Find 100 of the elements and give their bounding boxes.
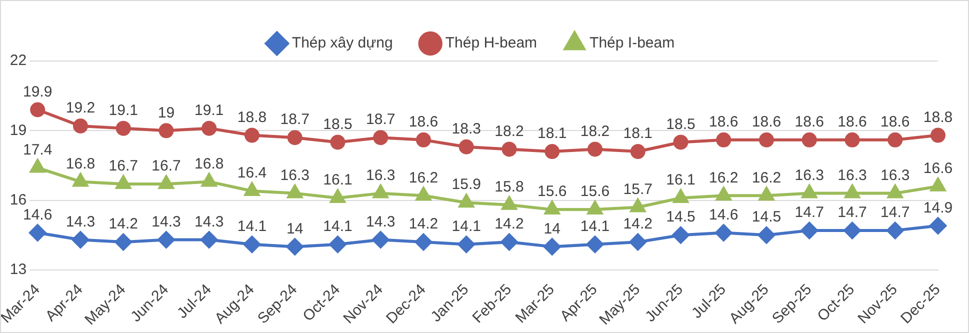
data-label: 16.8 <box>66 155 96 172</box>
data-label: 16.1 <box>323 172 352 189</box>
data-label: 14.6 <box>22 206 52 224</box>
data-label: 18.6 <box>709 114 738 131</box>
data-label: 19.1 <box>194 102 224 119</box>
point <box>372 231 390 248</box>
data-label: 14.3 <box>152 213 181 230</box>
point <box>544 144 560 160</box>
data-label: 18.6 <box>408 114 438 131</box>
point <box>802 184 817 198</box>
data-label: 14.1 <box>323 218 352 236</box>
point <box>502 142 517 157</box>
data-label: 16.7 <box>108 158 138 175</box>
y-tick-label: 16 <box>10 191 27 208</box>
point <box>500 234 518 251</box>
data-label: 17.4 <box>22 141 52 158</box>
point <box>930 178 946 192</box>
data-label: 16.8 <box>194 155 224 172</box>
point <box>586 236 604 253</box>
data-label: 14.3 <box>366 213 396 230</box>
data-label: 18.1 <box>623 125 652 142</box>
point <box>587 142 602 157</box>
point <box>158 176 174 190</box>
data-label: 14.7 <box>794 204 824 222</box>
point <box>502 196 517 210</box>
point <box>544 238 561 256</box>
data-label: 19.1 <box>108 102 138 119</box>
data-label: 15.7 <box>623 180 652 198</box>
data-label: 16.6 <box>923 160 953 177</box>
data-label: 16.3 <box>794 166 824 184</box>
y-tick-label: 19 <box>10 122 27 139</box>
y-tick-label: 22 <box>10 52 27 70</box>
point <box>330 134 346 150</box>
legend-label: Thép H-beam <box>445 34 538 52</box>
point <box>458 236 475 253</box>
data-label: 14.5 <box>666 208 696 226</box>
data-label: 19 <box>158 104 175 122</box>
data-label: 14 <box>544 220 560 238</box>
data-label: 15.8 <box>494 178 524 196</box>
point <box>202 120 217 136</box>
data-label: 18.8 <box>923 108 953 126</box>
data-label: 16.3 <box>366 166 396 184</box>
data-label: 14.2 <box>623 216 652 233</box>
data-label: 14.5 <box>752 208 782 226</box>
point <box>72 118 88 134</box>
point <box>544 201 560 215</box>
data-label: 16.3 <box>280 166 310 184</box>
data-label: 18.7 <box>280 111 310 128</box>
data-label: 18.5 <box>323 116 352 133</box>
point <box>330 189 346 203</box>
point <box>673 134 688 150</box>
point <box>758 226 775 244</box>
data-label: 14.1 <box>452 218 481 236</box>
data-label: 16.2 <box>408 169 438 186</box>
point <box>202 173 217 187</box>
point <box>243 236 260 253</box>
data-label: 18.6 <box>880 114 910 131</box>
data-label: 14.2 <box>108 216 138 233</box>
point <box>844 132 860 148</box>
data-label: 16.3 <box>880 166 910 184</box>
point <box>30 102 46 118</box>
point <box>715 224 732 242</box>
point <box>416 132 431 148</box>
point <box>800 222 818 239</box>
data-label: 14.2 <box>494 216 524 233</box>
point <box>629 234 646 251</box>
data-label: 14.1 <box>580 218 610 236</box>
data-label: 14.3 <box>194 213 224 230</box>
point <box>630 144 646 160</box>
point <box>458 194 474 208</box>
point <box>416 187 432 201</box>
data-label: 19.9 <box>22 83 52 100</box>
point <box>72 173 88 187</box>
point <box>758 132 774 148</box>
data-label: 15.6 <box>538 183 567 200</box>
data-label: 16.2 <box>709 169 738 186</box>
data-label: 16.4 <box>237 164 267 182</box>
point <box>30 159 46 173</box>
data-label: 19.2 <box>66 100 96 117</box>
data-label: 14.7 <box>880 204 910 222</box>
point <box>116 176 131 190</box>
legend-label: Thép I-beam <box>590 34 675 52</box>
point <box>200 231 218 248</box>
data-label: 16.7 <box>152 158 181 175</box>
data-label: 18.1 <box>538 125 567 142</box>
point <box>758 187 774 201</box>
point <box>587 201 603 215</box>
data-label: 18.8 <box>237 108 267 126</box>
data-label: 14 <box>286 220 304 238</box>
data-label: 18.6 <box>794 114 824 131</box>
point <box>116 120 131 136</box>
legend-label: Thép xây dựng <box>292 34 393 52</box>
point <box>414 234 432 251</box>
point <box>72 231 89 248</box>
point <box>888 184 903 198</box>
point <box>930 128 946 143</box>
data-label: 15.9 <box>452 176 481 194</box>
point <box>716 187 732 201</box>
data-label: 14.6 <box>709 206 738 224</box>
y-tick-label: 13 <box>10 261 27 278</box>
